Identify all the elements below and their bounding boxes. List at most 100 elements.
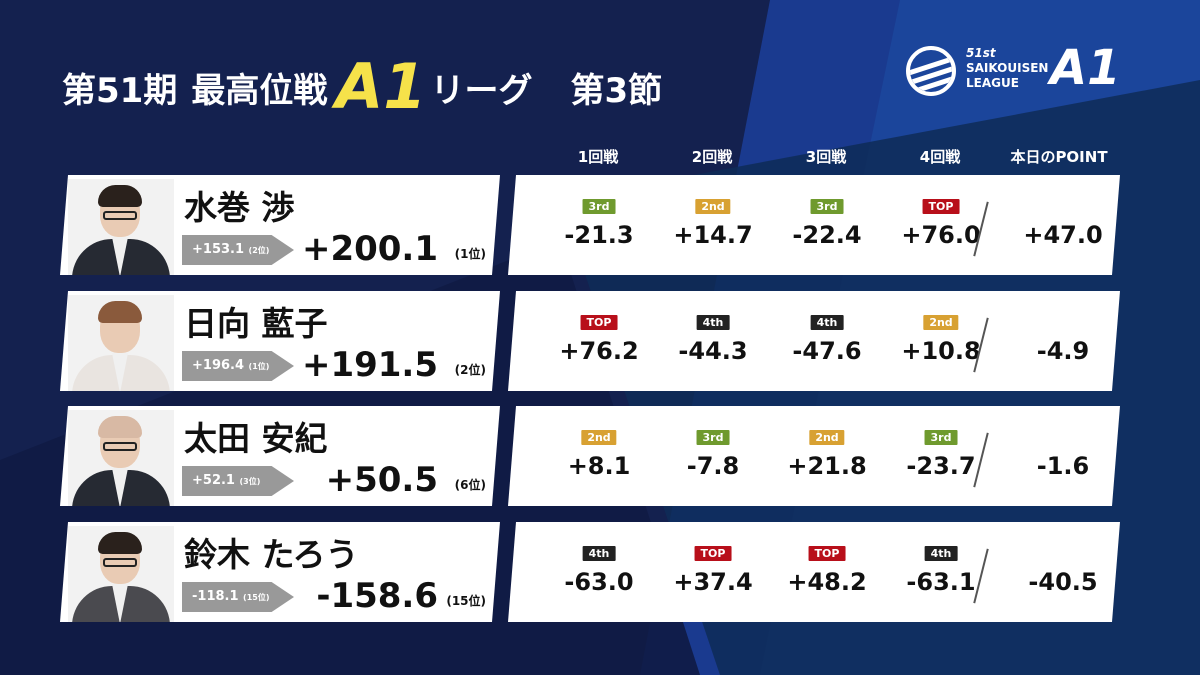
placement-badge: 4th [582,546,616,561]
results-card: TOP +76.2 4th -44.3 4th -47.6 2nd +10.8 … [508,291,1120,391]
player-name: 日向 藍子 [184,304,328,343]
previous-total: +196.4 (1位) [182,351,294,381]
previous-total: +52.1 (3位) [182,466,294,496]
player-card: 水巻 渉 +153.1 (2位) +200.1 (1位) [60,175,500,275]
previous-rank: (15位) [243,593,270,602]
player-card: 鈴木 たろう -118.1 (15位) -158.6 (15位) [60,522,500,622]
game-score: +37.4 [673,568,753,596]
results-card: 3rd -21.3 2nd +14.7 3rd -22.4 TOP +76.0 … [508,175,1120,275]
game-score: -22.4 [792,221,862,249]
previous-score: +153.1 [192,242,245,257]
current-total: +200.1 [301,229,438,269]
player-name: 鈴木 たろう [184,535,359,574]
placement-badge: 2nd [809,430,845,445]
placement-badge: 4th [810,315,844,330]
placement-badge: TOP [922,199,960,214]
player-name: 水巻 渉 [184,188,295,227]
placement-badge: 2nd [581,430,617,445]
game-result: 4th -44.3 [658,291,768,391]
game-result: 3rd -23.7 [886,406,996,506]
game-result: TOP +48.2 [772,522,882,622]
previous-rank: (3位) [239,477,261,486]
game-result: 2nd +21.8 [772,406,882,506]
column-header: 4回戦 [919,148,961,166]
game-result: 2nd +8.1 [544,406,654,506]
previous-total: +153.1 (2位) [182,235,294,265]
game-result: TOP +76.2 [544,291,654,391]
game-score: -63.0 [564,568,634,596]
game-score: -21.3 [564,221,634,249]
player-row: 太田 安紀 +52.1 (3位) +50.5 (6位) 2nd +8.1 3rd… [60,406,1120,506]
current-total: -158.6 [316,576,438,616]
placement-badge: TOP [808,546,846,561]
player-photo [68,526,174,622]
placement-badge: 2nd [923,315,959,330]
league-ball-icon [906,46,956,96]
player-row: 鈴木 たろう -118.1 (15位) -158.6 (15位) 4th -63… [60,522,1120,622]
previous-rank: (2位) [248,246,270,255]
logo-line3: LEAGUE [966,76,1019,90]
current-total: +191.5 [301,345,438,385]
placement-badge: TOP [580,315,618,330]
previous-total: -118.1 (15位) [182,582,294,612]
placement-badge: 2nd [695,199,731,214]
day-point: +47.0 [1023,221,1103,249]
placement-badge: 4th [924,546,958,561]
title-season: 第51期 [62,71,178,111]
previous-score: +52.1 [192,473,235,488]
game-result: 4th -63.0 [544,522,654,622]
player-card: 太田 安紀 +52.1 (3位) +50.5 (6位) [60,406,500,506]
column-header: 1回戦 [577,148,619,166]
player-name: 太田 安紀 [184,419,328,458]
game-score: +76.2 [559,337,639,365]
results-card: 4th -63.0 TOP +37.4 TOP +48.2 4th -63.1 … [508,522,1120,622]
title-section: 第3節 [570,71,663,111]
column-header: 3回戦 [805,148,847,166]
results-card: 2nd +8.1 3rd -7.8 2nd +21.8 3rd -23.7 -1… [508,406,1120,506]
game-score: -47.6 [792,337,862,365]
previous-rank: (1位) [248,362,270,371]
title-league-suffix: リーグ [430,71,533,111]
title-event: 最高位戦 [191,71,328,111]
game-result: TOP +76.0 [886,175,996,275]
player-photo [68,410,174,506]
placement-badge: 3rd [582,199,616,214]
league-logo: 51st SAIKOUISEN LEAGUE A1 [906,40,1132,100]
previous-score: +196.4 [192,358,245,373]
logo-mark: A1 [1050,40,1121,96]
day-point: -1.6 [1036,452,1090,480]
current-rank: (6位) [454,478,486,492]
player-row: 日向 藍子 +196.4 (1位) +191.5 (2位) TOP +76.2 … [60,291,1120,391]
player-photo [68,295,174,391]
game-score: -7.8 [686,452,740,480]
current-rank: (1位) [454,247,486,261]
page-title: 第51期 最高位戦 A1 リーグ 第3節 [62,38,662,118]
player-card: 日向 藍子 +196.4 (1位) +191.5 (2位) [60,291,500,391]
game-score: +76.0 [901,221,981,249]
column-header: 本日のPOINT [1010,148,1108,166]
game-result: 2nd +10.8 [886,291,996,391]
game-result: 3rd -22.4 [772,175,882,275]
current-rank: (2位) [454,363,486,377]
game-score: +21.8 [787,452,867,480]
game-score: +10.8 [901,337,981,365]
game-score: +8.1 [567,452,631,480]
game-score: -44.3 [678,337,748,365]
game-score: +48.2 [787,568,867,596]
player-photo [68,179,174,275]
current-total: +50.5 [325,460,438,500]
game-result: 4th -47.6 [772,291,882,391]
player-row: 水巻 渉 +153.1 (2位) +200.1 (1位) 3rd -21.3 2… [60,175,1120,275]
placement-badge: 3rd [924,430,958,445]
placement-badge: TOP [694,546,732,561]
game-result: 3rd -21.3 [544,175,654,275]
title-league-mark: A1 [335,50,427,123]
logo-line2: SAIKOUISEN [966,61,1049,75]
game-score: +14.7 [673,221,753,249]
day-point: -40.5 [1028,568,1098,596]
day-point: -4.9 [1036,337,1090,365]
logo-line1: 51st [966,46,996,60]
logo-text: 51st SAIKOUISEN LEAGUE [966,46,1048,91]
placement-badge: 4th [696,315,730,330]
game-score: -63.1 [906,568,976,596]
